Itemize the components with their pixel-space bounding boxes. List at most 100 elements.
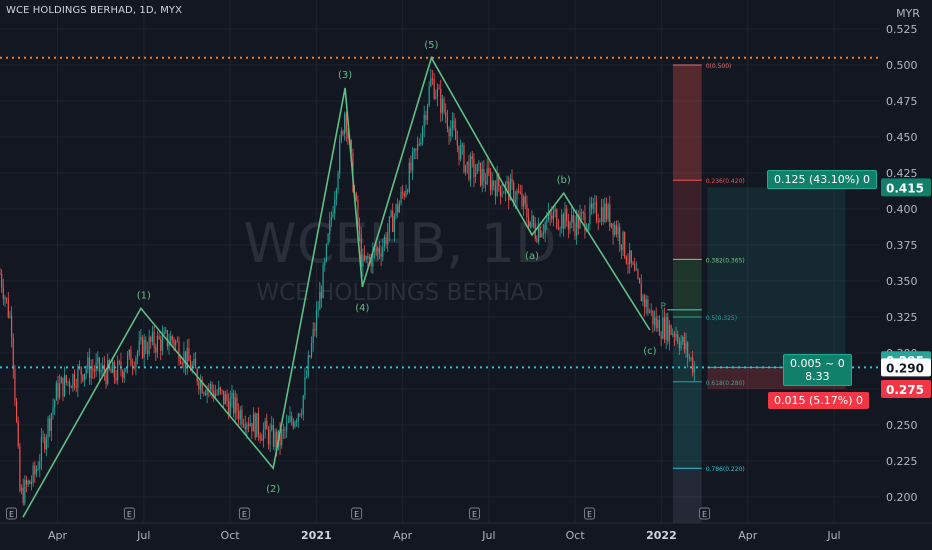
earnings-marker[interactable] [584, 507, 596, 520]
candle-body [271, 424, 273, 430]
candle-body [156, 336, 158, 353]
candle-body [267, 429, 270, 445]
wave-label: (c) [643, 346, 656, 357]
candle-body [12, 337, 14, 370]
candle-body [252, 413, 255, 432]
candle-body [531, 215, 533, 222]
candle-body [552, 212, 555, 220]
candle-body [243, 424, 245, 426]
candle-body [599, 221, 601, 222]
earnings-marker[interactable] [469, 507, 481, 520]
candle-body [518, 190, 520, 193]
candle-body [438, 88, 440, 90]
candle-body [461, 144, 463, 146]
candle-body [680, 341, 682, 349]
wave-polyline[interactable] [22, 55, 651, 518]
fibonacci-retracement[interactable]: 0(0.500) 0.236(0.420) 0.382(0.365) 0.5(0.32… [672, 63, 745, 523]
candle-body [115, 377, 117, 381]
candle-body [314, 329, 316, 331]
earnings-marker[interactable] [6, 507, 18, 520]
candle-body [140, 337, 142, 341]
candle-body [165, 330, 167, 332]
elliott-wave-drawing[interactable]: (1) (2) (3) (4) (5) (a) (b) (c) P [22, 40, 702, 518]
candle-body [670, 325, 672, 335]
candle-body [392, 211, 394, 232]
symbol-title[interactable]: WCE HOLDINGS BERHAD, 1D, MYX [6, 5, 183, 16]
candle-body [57, 383, 59, 398]
candle-body [294, 421, 296, 428]
candle-body [579, 213, 581, 229]
price-badge-current[interactable] [881, 358, 931, 377]
candle-body [11, 315, 13, 338]
candle-body [286, 422, 288, 431]
earnings-marker[interactable] [123, 507, 135, 520]
candle-body [460, 145, 462, 160]
candle-body [355, 193, 357, 200]
candle-body [536, 238, 538, 242]
candle-body [218, 387, 220, 394]
candle-body [481, 169, 483, 186]
candle-body [498, 173, 500, 187]
candle-body [534, 225, 536, 239]
candle-body [410, 162, 412, 171]
candle-body [407, 190, 409, 192]
currency-label: MYR [896, 7, 920, 20]
candle-body [334, 199, 336, 214]
candle-body [629, 250, 631, 265]
horizontal-dotted-lines[interactable] [0, 56, 880, 369]
candle-body [397, 204, 399, 213]
candle-body [390, 211, 392, 217]
earnings-marker[interactable] [351, 507, 363, 520]
candle-body [335, 189, 337, 200]
candle-body [307, 355, 309, 377]
candle-body [97, 357, 99, 363]
price-axis[interactable]: MYR 0.525 0.500 0.475 0.450 0.425 0.400 0.375 0.… [880, 0, 932, 550]
candle-body [223, 390, 225, 405]
candle-body [287, 421, 289, 423]
candle-body [213, 390, 215, 398]
price-badge-value: 0.415 [886, 181, 924, 195]
candle-body [161, 334, 163, 351]
candle-body [524, 196, 526, 204]
candle-body [204, 392, 207, 395]
candle-body [362, 254, 364, 267]
candle-body [564, 208, 566, 229]
candle-body [367, 255, 369, 259]
candle-body [160, 339, 162, 351]
candle-body [637, 269, 639, 279]
candle-body [194, 358, 197, 369]
candle-body [380, 253, 382, 257]
candle-body [687, 342, 689, 358]
position-risk-reward-label: 0.005 ~ 0 8.33 [783, 354, 852, 386]
candle-body [83, 373, 86, 381]
candle-body [75, 386, 77, 388]
candle-body [584, 213, 586, 232]
earnings-marker[interactable] [699, 507, 711, 520]
candle-body [315, 310, 318, 331]
candle-body [289, 416, 291, 422]
candle-body [25, 479, 28, 485]
candle-body [1, 274, 3, 288]
candle-body [256, 413, 258, 438]
time-axis[interactable]: Apr Jul Oct 2021 Apr Jul Oct 2022 Apr Jul [0, 522, 932, 550]
candle-body [368, 257, 371, 259]
candle-body [668, 325, 671, 342]
candle-body [418, 143, 420, 145]
candle-body [19, 446, 21, 491]
candle-body [103, 365, 105, 374]
candle-body [632, 262, 634, 265]
candle-body [69, 381, 71, 387]
candle-body [80, 366, 82, 375]
candle-body [9, 315, 11, 317]
price-badge-stop[interactable] [881, 380, 931, 398]
position-profit-zone[interactable] [707, 187, 846, 368]
earnings-marker[interactable] [238, 507, 250, 520]
candle-body [501, 193, 503, 197]
candle-body [484, 180, 487, 185]
price-badge-target[interactable] [881, 178, 931, 197]
candle-body [542, 232, 545, 234]
candle-body [163, 331, 165, 335]
time-tick-label: Apr [48, 529, 68, 542]
